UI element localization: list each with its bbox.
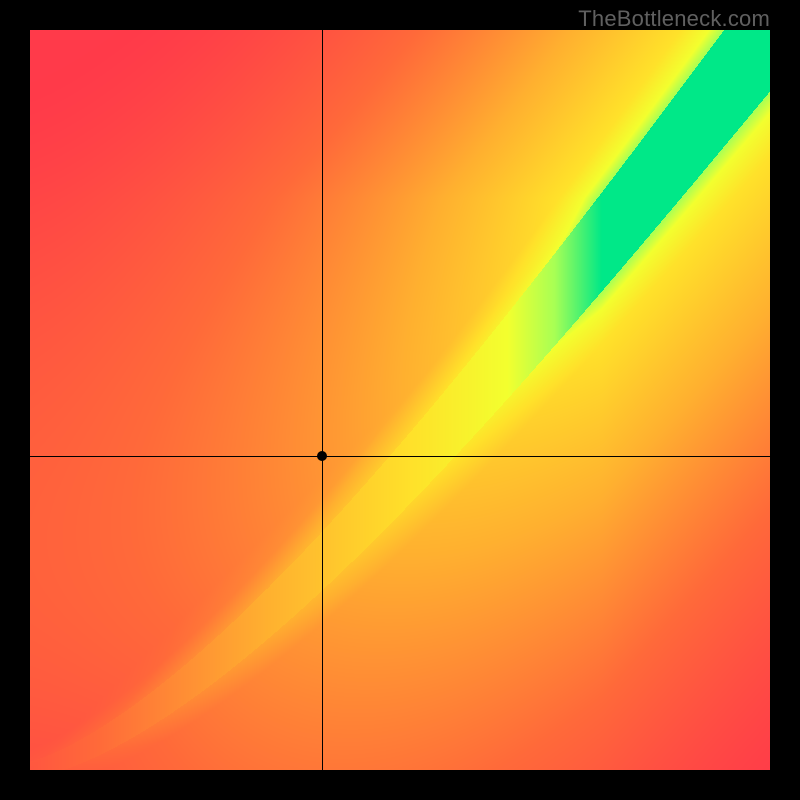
- crosshair-horizontal: [30, 456, 770, 457]
- heatmap-canvas: [30, 30, 770, 770]
- watermark-text: TheBottleneck.com: [578, 6, 770, 32]
- chart-container: TheBottleneck.com: [0, 0, 800, 800]
- plot-area: [30, 30, 770, 770]
- crosshair-vertical: [322, 30, 323, 770]
- selection-marker-dot: [317, 451, 327, 461]
